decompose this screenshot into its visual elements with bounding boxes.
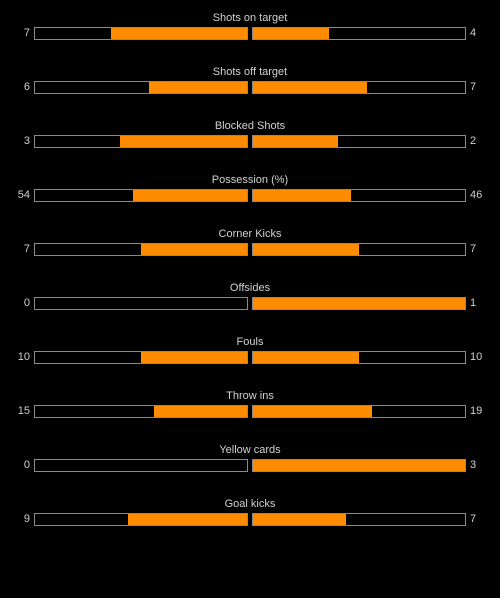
away-bar [252, 297, 466, 310]
stat-row: Shots off target 6 7 [0, 64, 500, 118]
stat-row: Blocked Shots 3 2 [0, 118, 500, 172]
away-bar-fill [253, 514, 347, 525]
home-bar [34, 27, 248, 40]
home-bar [34, 459, 248, 472]
home-bar-fill [111, 28, 247, 39]
stat-label: Shots on target [212, 12, 288, 24]
away-bar [252, 459, 466, 472]
away-bar [252, 27, 466, 40]
home-value: 54 [17, 189, 30, 201]
away-bar [252, 81, 466, 94]
home-bar-fill [128, 514, 247, 525]
home-value: 7 [23, 27, 30, 39]
away-bar-fill [253, 244, 359, 255]
home-bar [34, 189, 248, 202]
home-value: 9 [23, 513, 30, 525]
stat-row: Offsides 0 1 [0, 280, 500, 334]
away-value: 7 [470, 513, 477, 525]
stat-row: Shots on target 7 4 [0, 10, 500, 64]
stat-row: Yellow cards 0 3 [0, 442, 500, 496]
home-value: 10 [17, 351, 30, 363]
away-bar-fill [253, 460, 465, 471]
away-bar-fill [253, 406, 372, 417]
away-value: 46 [470, 189, 483, 201]
away-value: 19 [470, 405, 483, 417]
home-bar-fill [153, 406, 247, 417]
away-value: 7 [470, 243, 477, 255]
stat-label: Goal kicks [224, 498, 276, 510]
stat-label: Corner Kicks [218, 228, 282, 240]
away-bar [252, 513, 466, 526]
stat-label: Blocked Shots [214, 120, 286, 132]
home-bar [34, 351, 248, 364]
home-value: 7 [23, 243, 30, 255]
stat-row: Throw ins 15 19 [0, 388, 500, 442]
home-bar-fill [119, 136, 247, 147]
stat-row: Goal kicks 9 7 [0, 496, 500, 550]
away-bar-fill [253, 190, 351, 201]
home-value: 6 [23, 81, 30, 93]
away-bar-fill [253, 82, 368, 93]
stat-label: Yellow cards [219, 444, 281, 456]
away-bar [252, 243, 466, 256]
away-bar [252, 189, 466, 202]
stat-label: Throw ins [226, 390, 274, 402]
away-bar-fill [253, 136, 338, 147]
away-bar [252, 351, 466, 364]
away-bar-fill [253, 28, 330, 39]
away-value: 7 [470, 81, 477, 93]
stat-row: Possession (%) 54 46 [0, 172, 500, 226]
away-bar-fill [253, 352, 359, 363]
home-bar-fill [132, 190, 247, 201]
stat-row: Corner Kicks 7 7 [0, 226, 500, 280]
away-value: 3 [470, 459, 477, 471]
stat-label: Fouls [236, 336, 264, 348]
home-value: 0 [23, 297, 30, 309]
away-value: 4 [470, 27, 477, 39]
home-bar-fill [149, 82, 247, 93]
away-bar-fill [253, 298, 465, 309]
home-value: 3 [23, 135, 30, 147]
home-bar [34, 135, 248, 148]
stat-row: Fouls 10 10 [0, 334, 500, 388]
stat-label: Offsides [229, 282, 271, 294]
home-bar [34, 81, 248, 94]
away-value: 2 [470, 135, 477, 147]
home-bar [34, 405, 248, 418]
home-value: 15 [17, 405, 30, 417]
home-bar [34, 513, 248, 526]
away-value: 1 [470, 297, 477, 309]
home-bar [34, 243, 248, 256]
away-value: 10 [470, 351, 483, 363]
match-statistics: Shots on target 7 4 Shots off target 6 7 Block… [0, 10, 500, 550]
stat-label: Possession (%) [211, 174, 289, 186]
home-bar-fill [141, 244, 247, 255]
stat-label: Shots off target [212, 66, 288, 78]
home-bar [34, 297, 248, 310]
home-bar-fill [141, 352, 247, 363]
away-bar [252, 405, 466, 418]
away-bar [252, 135, 466, 148]
home-value: 0 [23, 459, 30, 471]
